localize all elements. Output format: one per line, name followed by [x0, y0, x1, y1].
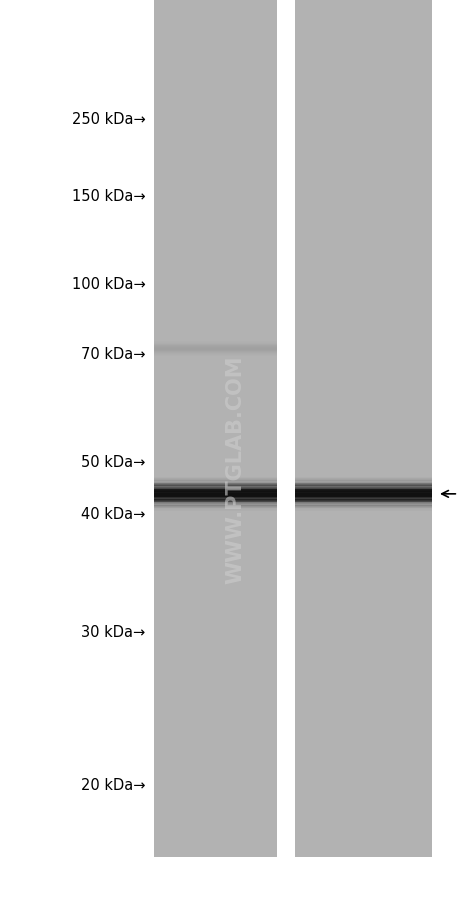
Text: 30 kDa→: 30 kDa→: [81, 624, 146, 639]
Bar: [154, 0, 277, 857]
Text: 150 kDa→: 150 kDa→: [72, 189, 146, 204]
Text: 70 kDa→: 70 kDa→: [81, 347, 146, 362]
Text: 20 kDa→: 20 kDa→: [81, 778, 146, 792]
Text: 50 kDa→: 50 kDa→: [81, 455, 146, 469]
Text: 250 kDa→: 250 kDa→: [72, 112, 146, 126]
Bar: [295, 0, 432, 857]
Text: WWW.PTGLAB.COM: WWW.PTGLAB.COM: [225, 354, 245, 584]
Text: 100 kDa→: 100 kDa→: [72, 277, 146, 291]
Text: 40 kDa→: 40 kDa→: [81, 507, 146, 521]
